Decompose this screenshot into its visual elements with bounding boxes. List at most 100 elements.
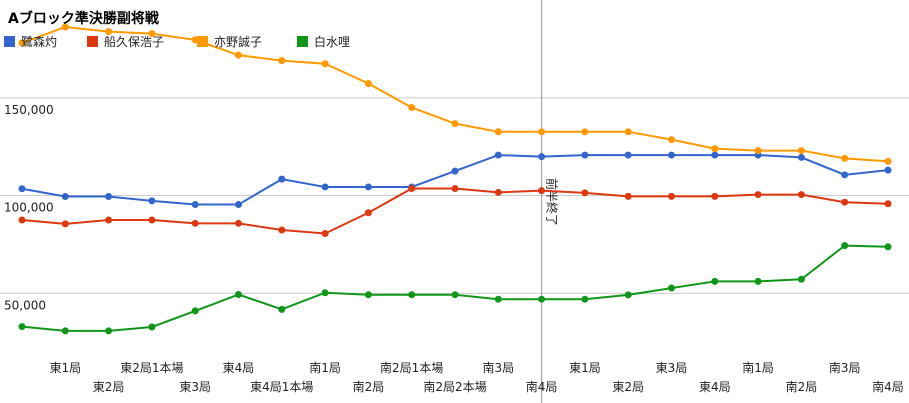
data-point	[148, 216, 156, 224]
data-point	[451, 120, 459, 128]
data-point	[538, 128, 546, 136]
data-point	[105, 193, 113, 201]
x-tick-label: 東1局	[569, 361, 601, 375]
legend-swatch	[87, 36, 98, 47]
x-tick-label: 南3局	[829, 360, 861, 375]
x-tick-label: 東2局1本場	[120, 361, 183, 375]
legend-swatch	[197, 36, 208, 47]
data-point	[18, 185, 26, 193]
chart-title: Aブロック準決勝副将戦	[8, 10, 160, 27]
data-point	[18, 39, 26, 47]
data-point	[61, 23, 69, 31]
data-point	[711, 277, 719, 285]
x-tick-label: 東4局	[699, 380, 731, 394]
data-point	[321, 229, 329, 237]
data-point	[581, 189, 589, 197]
data-point	[191, 201, 199, 209]
data-point	[797, 191, 805, 199]
data-point	[797, 275, 805, 283]
data-point	[321, 289, 329, 297]
data-point	[884, 200, 892, 208]
data-point	[321, 183, 329, 191]
data-point	[494, 128, 502, 136]
data-point	[235, 219, 242, 227]
data-point	[797, 147, 805, 155]
x-tick-label: 東2局	[93, 380, 125, 394]
data-point	[278, 226, 286, 234]
data-point	[538, 153, 546, 161]
legend-swatch	[4, 36, 15, 47]
legend-swatch	[297, 36, 308, 47]
data-point	[711, 151, 719, 159]
x-tick-label: 東3局	[179, 380, 211, 394]
data-point	[841, 242, 849, 250]
x-tick-label: 南2局	[353, 379, 385, 394]
data-point	[61, 327, 69, 335]
data-point	[711, 145, 719, 153]
data-point	[581, 128, 589, 136]
data-point	[278, 57, 286, 65]
y-tick-label: 50,000	[4, 298, 46, 312]
data-point	[538, 295, 546, 303]
data-point	[235, 51, 242, 59]
legend-label: 白水哩	[314, 34, 350, 49]
legend-label: 亦野誠子	[214, 34, 262, 49]
data-point	[18, 216, 26, 224]
data-point	[711, 192, 719, 200]
data-point	[61, 220, 69, 228]
data-point	[841, 198, 849, 206]
data-point	[754, 147, 762, 155]
data-point	[18, 323, 26, 331]
x-tick-label: 東2局	[612, 380, 644, 394]
x-tick-label: 南4局	[526, 379, 558, 394]
data-point	[191, 307, 199, 315]
data-point	[624, 291, 632, 299]
data-point	[408, 104, 416, 112]
data-point	[797, 153, 805, 161]
data-point	[668, 136, 675, 144]
data-point	[278, 175, 286, 183]
data-point	[191, 219, 199, 227]
data-point	[581, 151, 589, 159]
x-tick-label: 南1局	[309, 360, 341, 375]
data-point	[235, 201, 242, 209]
data-point	[364, 80, 372, 88]
data-point	[191, 36, 199, 44]
data-point	[105, 28, 113, 36]
series-line-3	[21, 244, 889, 332]
data-point	[884, 157, 892, 165]
data-point	[494, 151, 502, 159]
data-point	[494, 295, 502, 303]
legend-label: 鷺森灼	[21, 34, 57, 49]
x-tick-label: 東4局	[223, 361, 255, 375]
data-point	[624, 151, 632, 159]
data-point	[581, 295, 589, 303]
data-point	[884, 243, 892, 251]
legend-label: 船久保浩子	[104, 35, 164, 49]
data-point	[321, 60, 329, 68]
data-point	[364, 209, 372, 217]
data-point	[408, 185, 416, 193]
x-tick-label: 東3局	[656, 361, 688, 375]
data-point	[668, 284, 675, 292]
x-tick-label: 南2局1本場	[380, 360, 443, 375]
data-point	[841, 171, 849, 179]
annotation-label: 前半終了	[545, 178, 560, 226]
data-point	[538, 187, 546, 195]
data-point	[105, 327, 113, 335]
data-point	[148, 30, 156, 38]
data-point	[451, 167, 459, 175]
data-point	[148, 323, 156, 331]
data-point	[624, 192, 632, 200]
x-tick-label: 南2局2本場	[423, 379, 486, 394]
data-point	[494, 188, 502, 196]
x-tick-label: 東4局1本場	[250, 380, 313, 394]
data-point	[105, 216, 113, 224]
data-point	[278, 305, 286, 313]
y-tick-label: 100,000	[4, 201, 54, 215]
data-point	[451, 185, 459, 193]
y-tick-label: 150,000	[4, 103, 54, 117]
x-tick-label: 南3局	[482, 360, 514, 375]
